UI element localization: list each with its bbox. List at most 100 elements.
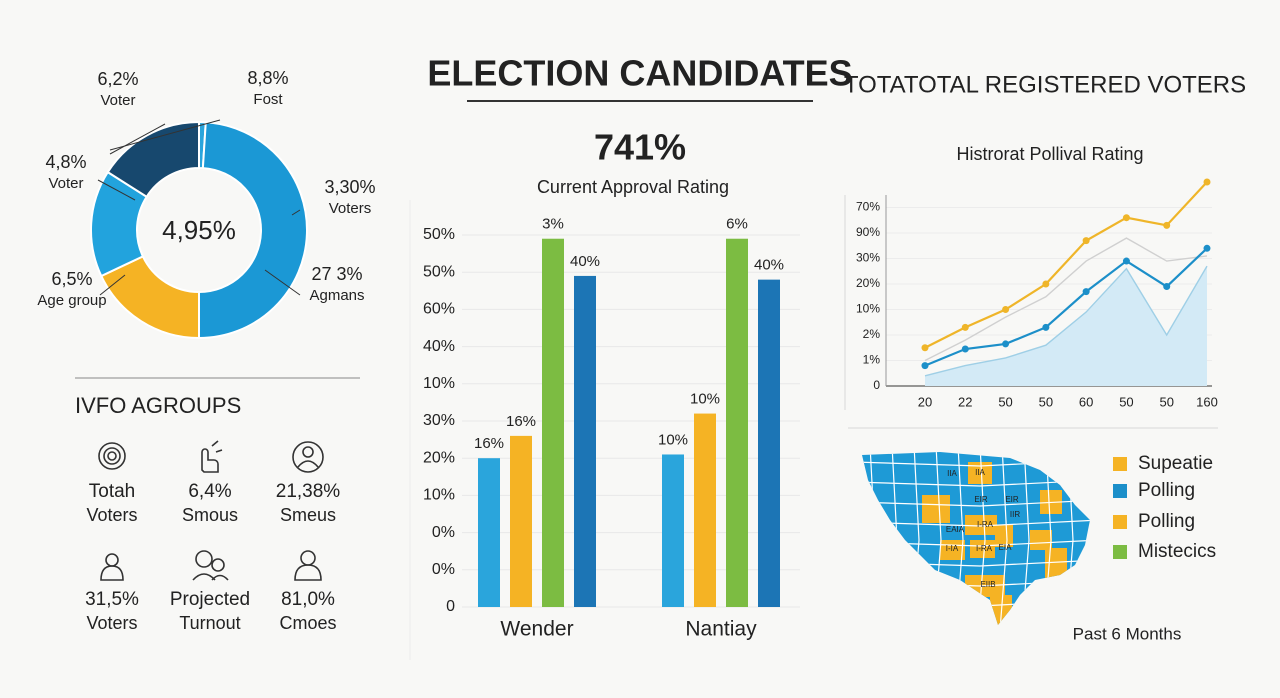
bar — [758, 279, 780, 607]
legend-swatch — [1113, 484, 1127, 498]
bar-annotation: 10% — [658, 431, 688, 448]
callout-value: 3,30% — [324, 177, 375, 197]
marker — [1203, 244, 1211, 252]
x-tick-label: 50 — [998, 394, 1012, 409]
callout-leader — [264, 269, 301, 296]
y-tick-label: 0 — [873, 378, 880, 392]
marker — [1002, 340, 1010, 348]
map-label: I-RA — [977, 520, 994, 529]
marker — [921, 344, 929, 352]
x-tick-label: 50 — [1119, 394, 1133, 409]
legend-swatch — [1113, 457, 1127, 471]
y-tick-label: 0% — [432, 561, 455, 578]
border — [862, 519, 1090, 527]
y-tick-label: 30% — [856, 251, 880, 265]
info-line: Smeus — [280, 505, 336, 525]
x-tick-label: 160 — [1196, 394, 1218, 409]
x-tick-label: Nantiay — [685, 618, 757, 641]
bar-annotation: 40% — [754, 257, 784, 274]
callout-leader — [97, 179, 136, 201]
info-line: Voters — [86, 505, 137, 525]
info-line: 21,38% — [276, 481, 341, 502]
info-line: 6,4% — [188, 481, 231, 502]
legend-label: Polling — [1138, 511, 1195, 532]
line-title: Histrorat Pollival Rating — [956, 144, 1143, 164]
y-tick-label: 30% — [423, 412, 455, 429]
legend-label: Supeatie — [1138, 453, 1213, 474]
icon-hand — [201, 440, 223, 473]
donut-slice — [106, 120, 200, 199]
map-label: IIA — [975, 468, 985, 477]
y-tick-label: 40% — [423, 338, 455, 355]
map-footer: Past 6 Months — [1073, 624, 1182, 643]
bar — [478, 458, 500, 607]
callout-value: 6,5% — [51, 269, 92, 289]
legend-swatch — [1113, 515, 1127, 529]
icon-people — [192, 550, 229, 581]
x-tick-label: 50 — [1039, 394, 1053, 409]
marker — [1002, 306, 1010, 313]
map-label: EIR — [1005, 495, 1019, 504]
bar-annotation: 40% — [570, 253, 600, 270]
marker — [1163, 283, 1171, 291]
marker — [1082, 288, 1090, 296]
bar — [574, 275, 596, 607]
y-tick-label: 0 — [446, 598, 455, 615]
bar — [542, 238, 564, 607]
marker — [1203, 178, 1211, 186]
marker — [961, 323, 969, 331]
callout-value: 6,2% — [97, 69, 138, 89]
info-line: Voters — [86, 613, 137, 633]
line — [924, 247, 1208, 367]
bar — [694, 413, 716, 607]
marker — [961, 345, 969, 353]
y-tick-label: 20% — [423, 449, 455, 466]
map-label: I-RA — [976, 544, 993, 553]
bar-annotation: 3% — [542, 216, 564, 233]
info-title: IVFO AGROUPS — [75, 393, 241, 418]
map-label: IIA — [947, 469, 957, 478]
callout-label: Voter — [48, 175, 83, 192]
x-tick-label: 60 — [1079, 394, 1093, 409]
x-tick-label: 22 — [958, 394, 972, 409]
y-tick-label: 20% — [856, 276, 880, 290]
callout-leader — [99, 274, 126, 296]
line — [924, 237, 1208, 362]
icon-gear — [98, 442, 126, 470]
y-tick-label: 50% — [423, 263, 455, 280]
legend-swatch — [1113, 545, 1127, 559]
marker — [1122, 257, 1130, 265]
callout-label: Agmans — [309, 287, 364, 304]
donut-center: 4,95% — [162, 215, 236, 245]
bar-annotation: 6% — [726, 216, 748, 233]
info-line: Cmoes — [279, 613, 336, 633]
marker — [1122, 214, 1130, 222]
bar-annotation: 10% — [690, 391, 720, 408]
legend-label: Mistecics — [1138, 541, 1216, 562]
bar — [662, 454, 684, 607]
line — [924, 265, 1208, 377]
info-line: Smous — [182, 505, 238, 525]
callout-value: 27 3% — [311, 264, 362, 284]
callout-leader — [109, 119, 221, 151]
callout-label: Voter — [100, 92, 135, 109]
icon-user — [292, 441, 324, 473]
y-tick-label: 0% — [432, 524, 455, 541]
headline: 741% — [594, 127, 686, 168]
y-tick-label: 10% — [423, 487, 455, 504]
info-line: Projected — [170, 589, 250, 610]
callout-label: Voters — [329, 200, 372, 217]
main-title: ELECTION CANDIDATES — [427, 53, 852, 94]
marker — [1163, 221, 1171, 229]
bar — [510, 435, 532, 607]
y-tick-label: 10% — [423, 375, 455, 392]
callout-value: 4,8% — [45, 152, 86, 172]
info-line: Turnout — [179, 613, 240, 633]
border — [999, 452, 1008, 625]
callout-value: 8,8% — [247, 68, 288, 88]
marker — [1082, 237, 1090, 245]
y-tick-label: 1% — [863, 353, 881, 367]
callout-label: Fost — [253, 91, 283, 108]
x-tick-label: Wender — [500, 618, 573, 641]
